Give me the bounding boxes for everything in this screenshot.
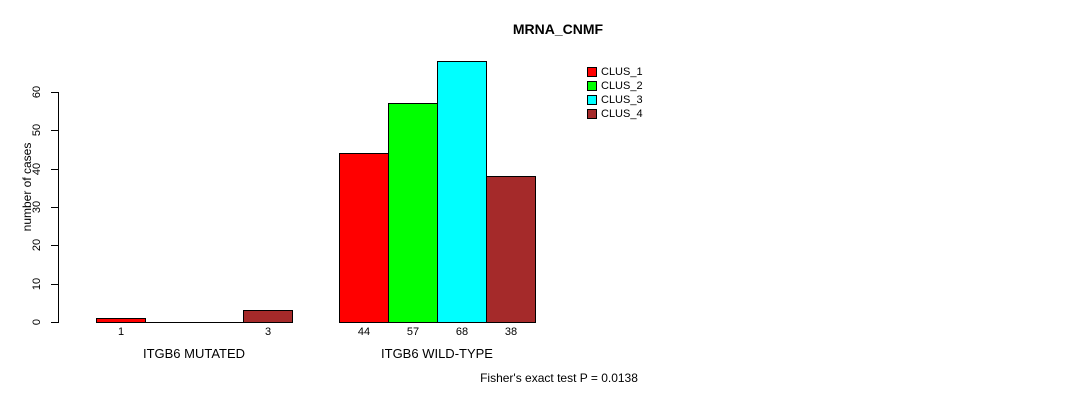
bar-clus_3 bbox=[437, 61, 487, 323]
y-tick-label: 30 bbox=[31, 200, 43, 214]
legend-label: CLUS_4 bbox=[601, 108, 643, 120]
bar-clus_1 bbox=[339, 153, 389, 323]
bar-value-label: 68 bbox=[455, 326, 469, 338]
y-tick-mark bbox=[51, 92, 58, 93]
y-tick-label: 50 bbox=[31, 124, 43, 137]
bar-clus_3-zero bbox=[194, 322, 244, 323]
y-tick-mark bbox=[51, 168, 58, 170]
y-tick-mark bbox=[51, 130, 58, 132]
bar-clus_2 bbox=[388, 103, 438, 323]
y-tick-mark bbox=[51, 322, 58, 323]
legend-label: CLUS_1 bbox=[601, 66, 643, 78]
y-tick-label: 10 bbox=[31, 277, 43, 290]
bar-clus_4 bbox=[243, 310, 293, 323]
bar-clus_2-zero bbox=[145, 322, 195, 323]
bar-clus_4 bbox=[486, 176, 536, 323]
legend-swatch-clus_4 bbox=[587, 109, 597, 119]
y-tick-label: 60 bbox=[31, 85, 43, 99]
legend-swatch-clus_2 bbox=[587, 81, 597, 91]
bar-value-label: 57 bbox=[406, 326, 420, 338]
y-tick-mark bbox=[51, 207, 58, 208]
y-tick-mark bbox=[51, 245, 58, 247]
x-group-label: ITGB6 WILD-TYPE bbox=[381, 346, 493, 361]
bar-clus_1 bbox=[96, 318, 146, 323]
bar-value-label: 1 bbox=[117, 326, 125, 338]
x-group-label: ITGB6 MUTATED bbox=[142, 346, 246, 361]
y-tick-label: 0 bbox=[31, 318, 43, 326]
legend-swatch-clus_1 bbox=[587, 67, 597, 77]
legend-label: CLUS_3 bbox=[601, 94, 643, 106]
y-tick-label: 20 bbox=[31, 239, 43, 252]
legend-swatch-clus_3 bbox=[587, 95, 597, 105]
legend-label: CLUS_2 bbox=[601, 80, 643, 92]
bar-value-label: 3 bbox=[264, 326, 272, 338]
bar-value-label: 44 bbox=[357, 326, 371, 338]
y-tick-label: 40 bbox=[31, 162, 43, 175]
chart-title: MRNA_CNMF bbox=[512, 21, 604, 37]
fisher-test-annotation: Fisher's exact test P = 0.0138 bbox=[480, 371, 638, 385]
y-axis-line bbox=[58, 92, 59, 323]
bar-value-label: 38 bbox=[504, 326, 518, 338]
y-tick-mark bbox=[51, 283, 58, 285]
